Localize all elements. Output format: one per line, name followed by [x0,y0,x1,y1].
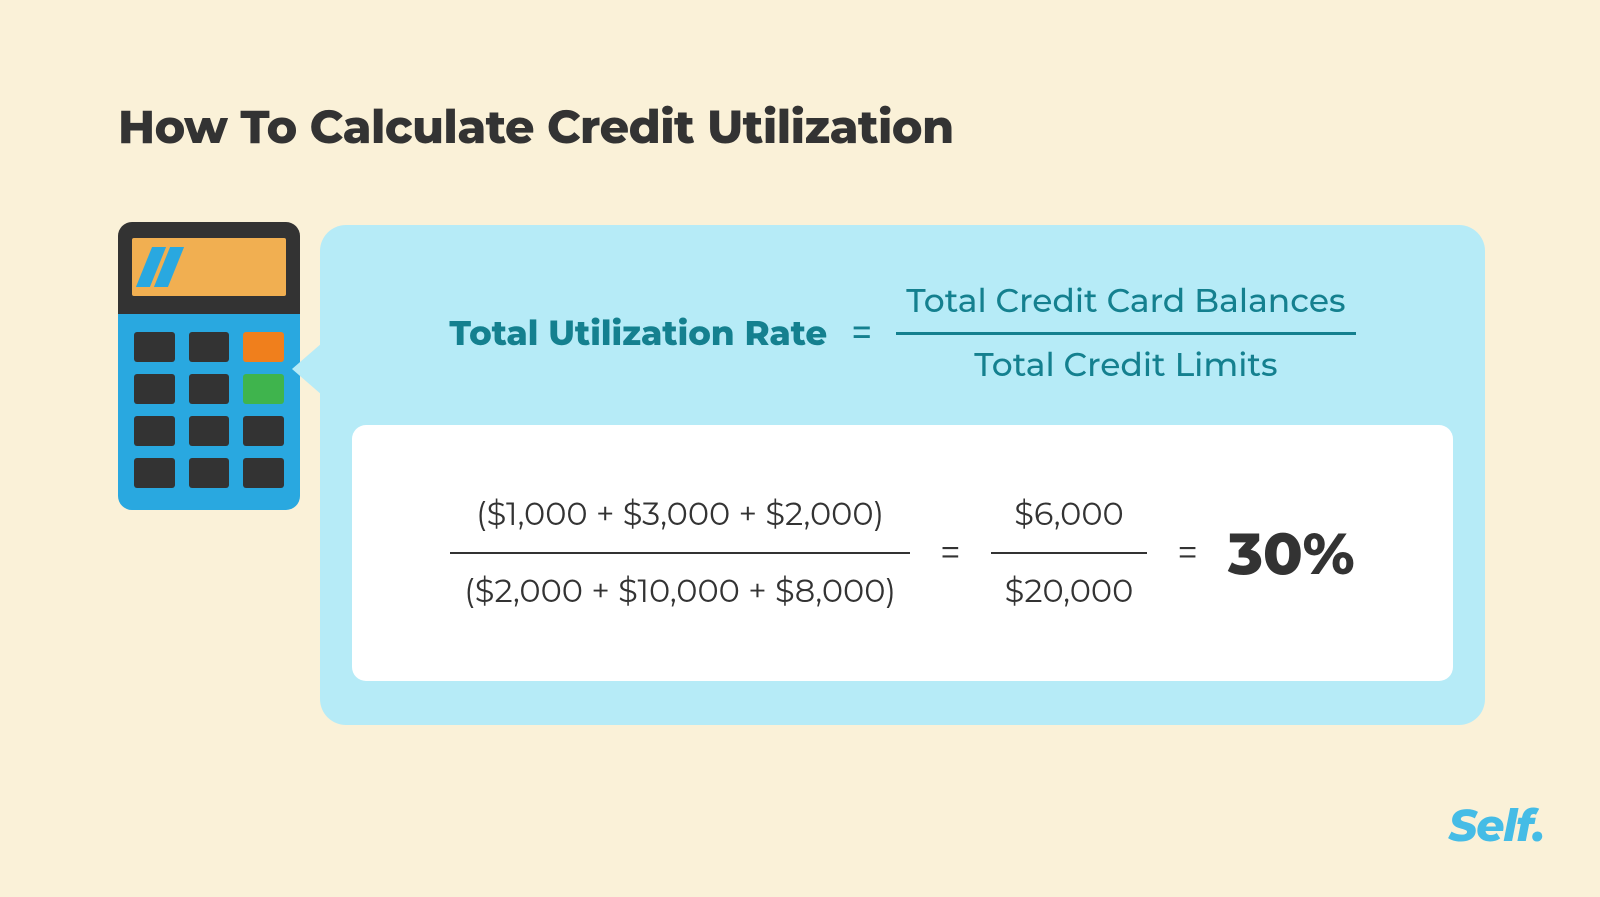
speech-bubble: Total Utilization Rate = Total Credit Ca… [320,225,1485,725]
calculator-button [134,332,175,362]
calculator-button [189,332,230,362]
calculator-button [189,458,230,488]
calculator-screen [132,238,286,296]
calculator-button [189,374,230,404]
calculator-icon [118,222,300,510]
formula-fraction: Total Credit Card Balances Total Credit … [896,271,1355,396]
example-frac1-numerator: ($1,000 + $3,000 + $2,000) [462,477,898,552]
formula-denominator: Total Credit Limits [964,335,1287,396]
calculator-button [243,416,284,446]
example-box: ($1,000 + $3,000 + $2,000) ($2,000 + $10… [352,425,1453,681]
brand-logo: Self. [1449,799,1544,853]
calculator-button [243,374,284,404]
example-frac1-denominator: ($2,000 + $10,000 + $8,000) [450,554,910,629]
example-frac2-denominator: $20,000 [991,554,1148,629]
formula-numerator: Total Credit Card Balances [896,271,1355,332]
example-frac2-numerator: $6,000 [1000,477,1137,552]
calculator-button-grid [134,332,284,488]
calculator-top [118,222,300,314]
example-fraction-2: $6,000 $20,000 [991,477,1148,630]
calculator-button [134,416,175,446]
formula-label: Total Utilization Rate [449,312,827,354]
calculator-button [134,458,175,488]
calculator-button [134,374,175,404]
example-equals-1: = [940,531,961,575]
calculator-button [243,332,284,362]
formula-equals: = [851,311,872,355]
example-result: 30% [1228,518,1355,589]
speech-bubble-arrow [292,343,322,395]
formula-row: Total Utilization Rate = Total Credit Ca… [320,225,1485,425]
example-equals-2: = [1177,531,1198,575]
calculator-body [118,314,300,510]
calculator-button [189,416,230,446]
calculator-button [243,458,284,488]
page-title: How To Calculate Credit Utilization [118,98,954,155]
example-fraction-1: ($1,000 + $3,000 + $2,000) ($2,000 + $10… [450,477,910,630]
